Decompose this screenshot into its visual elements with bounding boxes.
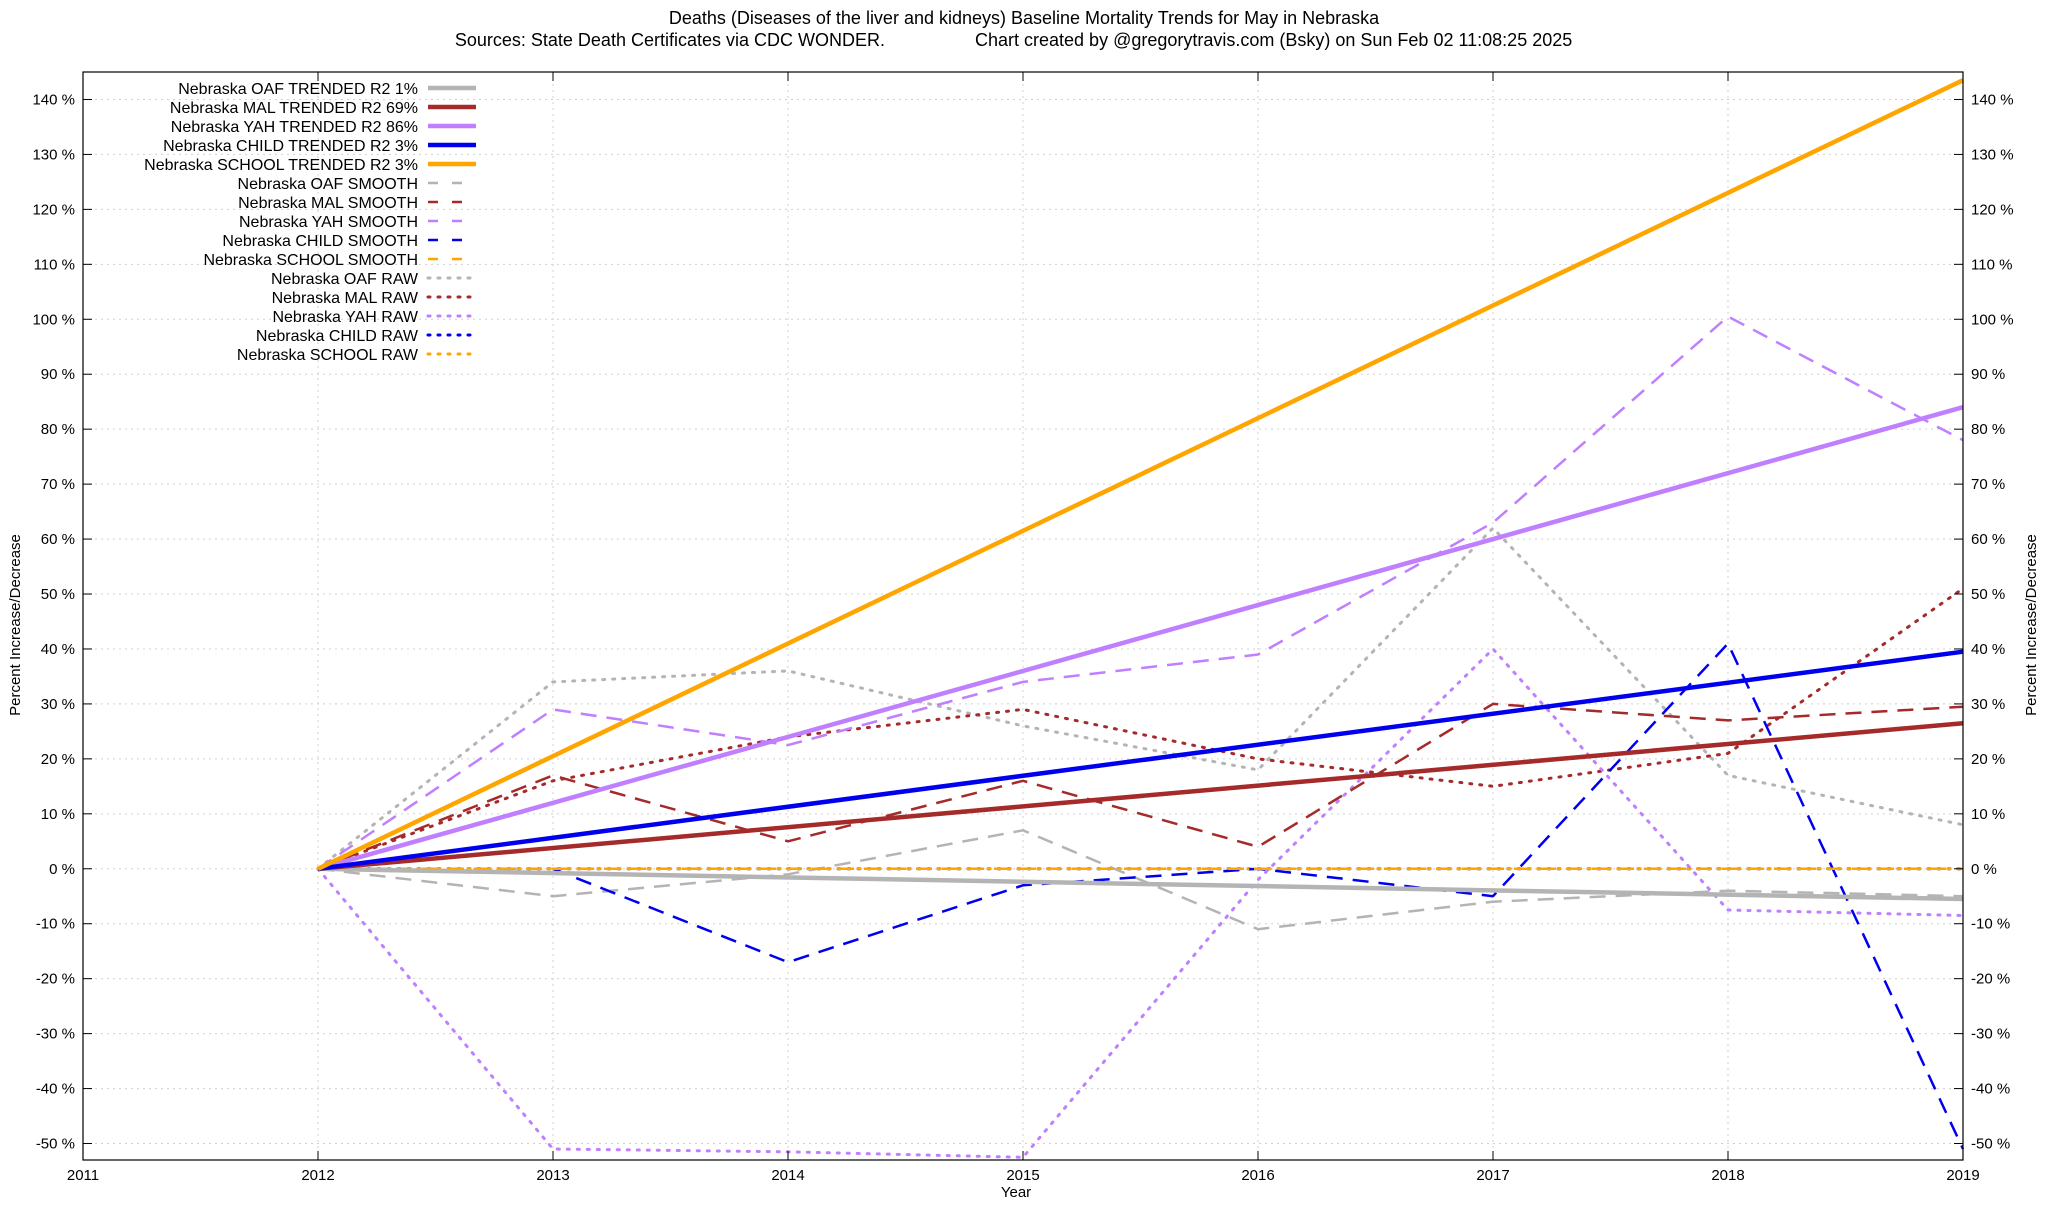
series-lines bbox=[316, 78, 1965, 1159]
legend-label-nebraska-yah-smooth: Nebraska YAH SMOOTH bbox=[239, 214, 418, 231]
x-tick-label: 2015 bbox=[1006, 1167, 1039, 1184]
y-tick-label-left: 50 % bbox=[41, 586, 75, 603]
legend-label-nebraska-mal-trended-r2-69: Nebraska MAL TRENDED R2 69% bbox=[170, 100, 418, 117]
y-tick-label-right: -50 % bbox=[1971, 1136, 2010, 1153]
legend-label-nebraska-oaf-raw: Nebraska OAF RAW bbox=[271, 271, 419, 288]
y-tick-label-right: 130 % bbox=[1971, 146, 2014, 163]
legend-label-nebraska-school-smooth: Nebraska SCHOOL SMOOTH bbox=[203, 252, 418, 269]
y-tick-label-left: -30 % bbox=[36, 1026, 75, 1043]
y-tick-label-left: 130 % bbox=[32, 146, 75, 163]
y-tick-label-left: -40 % bbox=[36, 1081, 75, 1098]
x-tick-label: 2016 bbox=[1241, 1167, 1274, 1184]
series-line-nebraska-child-trended-r2-3 bbox=[317, 649, 1964, 872]
x-tick-label: 2019 bbox=[1946, 1167, 1979, 1184]
axis-titles: Year Percent Increase/Decrease Percent I… bbox=[7, 534, 2040, 1201]
y-tick-label-right: 20 % bbox=[1971, 751, 2005, 768]
y-tick-label-right: 80 % bbox=[1971, 421, 2005, 438]
chart-subtitle-credit: Chart created by @gregorytravis.com (Bsk… bbox=[975, 30, 1572, 50]
x-axis-ticks: 2011 2012 2013 2014 2015 2016 2017 2018 2019 bbox=[67, 72, 1980, 1184]
x-tick-label: 2013 bbox=[536, 1167, 569, 1184]
y-tick-label-right: 40 % bbox=[1971, 641, 2005, 658]
y-tick-label-left: 90 % bbox=[41, 366, 75, 383]
legend-label-nebraska-yah-trended-r2-86: Nebraska YAH TRENDED R2 86% bbox=[171, 119, 418, 136]
y-axis-right-title: Percent Increase/Decrease bbox=[2023, 534, 2040, 716]
y-tick-label-right: -40 % bbox=[1971, 1081, 2010, 1098]
series-line-nebraska-oaf-trended-r2-1 bbox=[317, 866, 1964, 902]
series-line-nebraska-yah-raw bbox=[316, 647, 1965, 1159]
chart-title: Deaths (Diseases of the liver and kidney… bbox=[669, 8, 1380, 28]
y-tick-label-right: 140 % bbox=[1971, 91, 2014, 108]
legend-label-nebraska-child-smooth: Nebraska CHILD SMOOTH bbox=[222, 233, 418, 250]
legend: Nebraska OAF TRENDED R2 1% Nebraska MAL T… bbox=[144, 81, 478, 364]
series-line-nebraska-yah-smooth bbox=[317, 315, 1964, 870]
legend-label-nebraska-school-trended-r2-3: Nebraska SCHOOL TRENDED R2 3% bbox=[144, 157, 418, 174]
y-tick-label-left: -20 % bbox=[36, 971, 75, 988]
y-axis-right-ticks: -50 % -40 % -30 % -20 % -10 % 0 % 10 % 20 % 30 %… bbox=[1954, 91, 2014, 1153]
y-tick-label-right: 10 % bbox=[1971, 806, 2005, 823]
y-tick-label-right: 70 % bbox=[1971, 476, 2005, 493]
series-line-nebraska-mal-trended-r2-69 bbox=[317, 720, 1964, 872]
y-tick-label-right: 110 % bbox=[1971, 256, 2012, 273]
y-tick-label-right: -30 % bbox=[1971, 1026, 2010, 1043]
x-tick-label: 2014 bbox=[771, 1167, 804, 1184]
y-tick-label-left: 100 % bbox=[32, 311, 75, 328]
y-tick-label-left: -50 % bbox=[36, 1136, 75, 1153]
legend-label-nebraska-mal-raw: Nebraska MAL RAW bbox=[272, 290, 419, 307]
series-line-nebraska-school-trended-r2-3 bbox=[317, 78, 1964, 871]
y-tick-label-left: 40 % bbox=[41, 641, 75, 658]
y-tick-label-left: 0 % bbox=[49, 861, 75, 878]
legend-label-nebraska-child-trended-r2-3: Nebraska CHILD TRENDED R2 3% bbox=[163, 138, 418, 155]
legend-label-nebraska-oaf-smooth: Nebraska OAF SMOOTH bbox=[238, 176, 418, 193]
y-tick-label-right: 60 % bbox=[1971, 531, 2005, 548]
legend-label-nebraska-mal-smooth: Nebraska MAL SMOOTH bbox=[238, 195, 418, 212]
x-axis-title: Year bbox=[1001, 1184, 1031, 1200]
y-tick-label-right: -10 % bbox=[1971, 916, 2010, 933]
y-tick-label-right: 100 % bbox=[1971, 311, 2014, 328]
y-tick-label-left: 30 % bbox=[41, 696, 75, 713]
series-line-nebraska-oaf-smooth bbox=[317, 829, 1964, 931]
y-tick-label-left: 10 % bbox=[41, 806, 75, 823]
y-tick-label-right: 30 % bbox=[1971, 696, 2005, 713]
title-group: Deaths (Diseases of the liver and kidney… bbox=[455, 8, 1572, 50]
y-tick-label-left: -10 % bbox=[36, 916, 75, 933]
legend-label-nebraska-yah-raw: Nebraska YAH RAW bbox=[272, 309, 418, 326]
chart-subtitle-source: Sources: State Death Certificates via CD… bbox=[455, 30, 885, 50]
series-line-nebraska-mal-smooth bbox=[317, 702, 1964, 870]
y-tick-label-right: 0 % bbox=[1971, 861, 1997, 878]
y-tick-label-right: 50 % bbox=[1971, 586, 2005, 603]
y-tick-label-left: 60 % bbox=[41, 531, 75, 548]
y-tick-label-right: -20 % bbox=[1971, 971, 2010, 988]
legend-label-nebraska-oaf-trended-r2-1: Nebraska OAF TRENDED R2 1% bbox=[178, 81, 418, 98]
y-tick-label-left: 120 % bbox=[32, 201, 75, 218]
y-tick-label-right: 120 % bbox=[1971, 201, 2014, 218]
y-axis-left-ticks: -50 % -40 % -30 % -20 % -10 % 0 % 10 % 20 % 30 %… bbox=[32, 91, 92, 1153]
x-tick-label: 2018 bbox=[1711, 1167, 1744, 1184]
y-tick-label-right: 90 % bbox=[1971, 366, 2005, 383]
series-line-nebraska-oaf-raw bbox=[316, 526, 1965, 871]
series-line-nebraska-yah-trended-r2-86 bbox=[317, 405, 1964, 871]
x-tick-label: 2017 bbox=[1476, 1167, 1509, 1184]
y-tick-label-left: 20 % bbox=[41, 751, 75, 768]
legend-label-nebraska-school-raw: Nebraska SCHOOL RAW bbox=[237, 347, 419, 364]
y-tick-label-left: 140 % bbox=[32, 91, 75, 108]
x-tick-label: 2011 bbox=[67, 1167, 99, 1184]
y-tick-label-left: 110 % bbox=[34, 256, 75, 273]
x-tick-label: 2012 bbox=[301, 1167, 334, 1184]
y-axis-left-title: Percent Increase/Decrease bbox=[7, 534, 24, 716]
series-line-nebraska-mal-raw bbox=[316, 587, 1965, 871]
legend-label-nebraska-child-raw: Nebraska CHILD RAW bbox=[256, 328, 419, 345]
y-tick-label-left: 80 % bbox=[41, 421, 75, 438]
y-tick-label-left: 70 % bbox=[41, 476, 75, 493]
